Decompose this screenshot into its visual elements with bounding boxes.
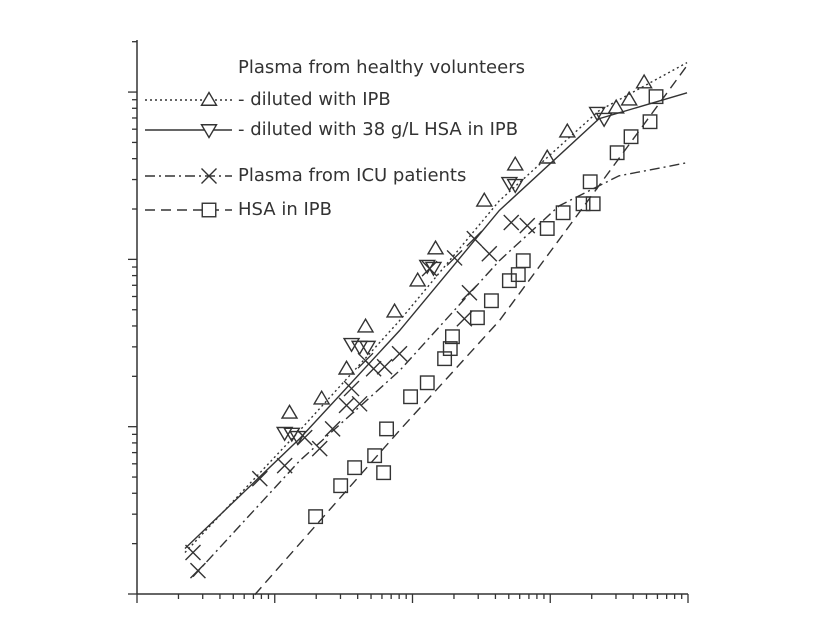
data-point — [391, 345, 408, 362]
data-point — [648, 89, 664, 105]
data-point — [519, 217, 536, 234]
data-point — [324, 420, 341, 437]
legend-label: Plasma from ICU patients — [238, 165, 466, 186]
data-point — [283, 427, 301, 443]
data-point — [347, 460, 363, 476]
data-point — [276, 457, 293, 474]
data-point — [311, 440, 328, 457]
fit-line — [254, 65, 688, 596]
legend-marker — [200, 124, 218, 139]
data-point — [296, 429, 313, 446]
data-point — [607, 98, 625, 114]
data-point — [506, 155, 524, 171]
data-point — [358, 340, 377, 356]
data-point — [642, 114, 658, 130]
data-point — [408, 271, 427, 287]
data-point — [503, 214, 520, 231]
data-point — [376, 358, 393, 375]
data-point — [538, 148, 556, 164]
data-point — [367, 448, 383, 464]
data-point — [437, 351, 453, 367]
legend-marker — [201, 168, 217, 184]
data-point — [312, 389, 331, 405]
data-point — [609, 145, 625, 161]
data-point — [356, 317, 375, 333]
legend-label: HSA in IPB — [238, 199, 332, 220]
data-point — [445, 329, 460, 345]
data-point — [385, 302, 404, 318]
data-point — [403, 389, 419, 405]
data-point — [558, 122, 577, 138]
data-point — [582, 174, 598, 190]
fit-line — [192, 162, 688, 578]
data-point — [308, 509, 324, 525]
data-point — [379, 421, 394, 437]
data-point — [189, 562, 206, 579]
data-point — [506, 178, 524, 194]
data-point — [585, 196, 601, 212]
data-point — [333, 478, 349, 494]
data-point — [342, 337, 361, 353]
data-point — [337, 359, 356, 375]
data-point — [461, 284, 478, 301]
data-point — [483, 293, 499, 309]
legend-heading: Plasma from healthy volunteers — [238, 57, 525, 78]
data-point — [419, 375, 435, 391]
fit-line — [184, 92, 688, 550]
data-point — [446, 249, 463, 266]
data-point — [623, 129, 639, 145]
data-point — [351, 395, 368, 412]
data-point — [595, 112, 613, 128]
data-point — [185, 544, 201, 561]
data-point — [442, 341, 458, 357]
legend-label: - diluted with IPB — [238, 89, 391, 110]
legend-label: - diluted with 38 g/L HSA in IPB — [238, 119, 518, 140]
data-point — [343, 380, 360, 397]
data-point — [635, 73, 653, 89]
data-point — [251, 470, 268, 487]
data-point — [620, 90, 638, 106]
data-point — [481, 245, 498, 262]
legend-marker — [200, 91, 218, 106]
data-point — [466, 230, 483, 247]
data-point — [469, 310, 485, 326]
data-point — [515, 253, 531, 269]
data-point — [338, 397, 355, 414]
data-point — [421, 260, 438, 277]
data-point — [475, 191, 494, 207]
data-point — [500, 176, 519, 192]
data-point — [456, 310, 473, 327]
data-point — [426, 239, 445, 255]
data-point — [539, 221, 555, 236]
data-point — [376, 465, 392, 481]
legend-marker — [201, 202, 217, 218]
data-point — [575, 196, 591, 212]
data-point — [555, 205, 571, 221]
data-point — [280, 403, 299, 419]
